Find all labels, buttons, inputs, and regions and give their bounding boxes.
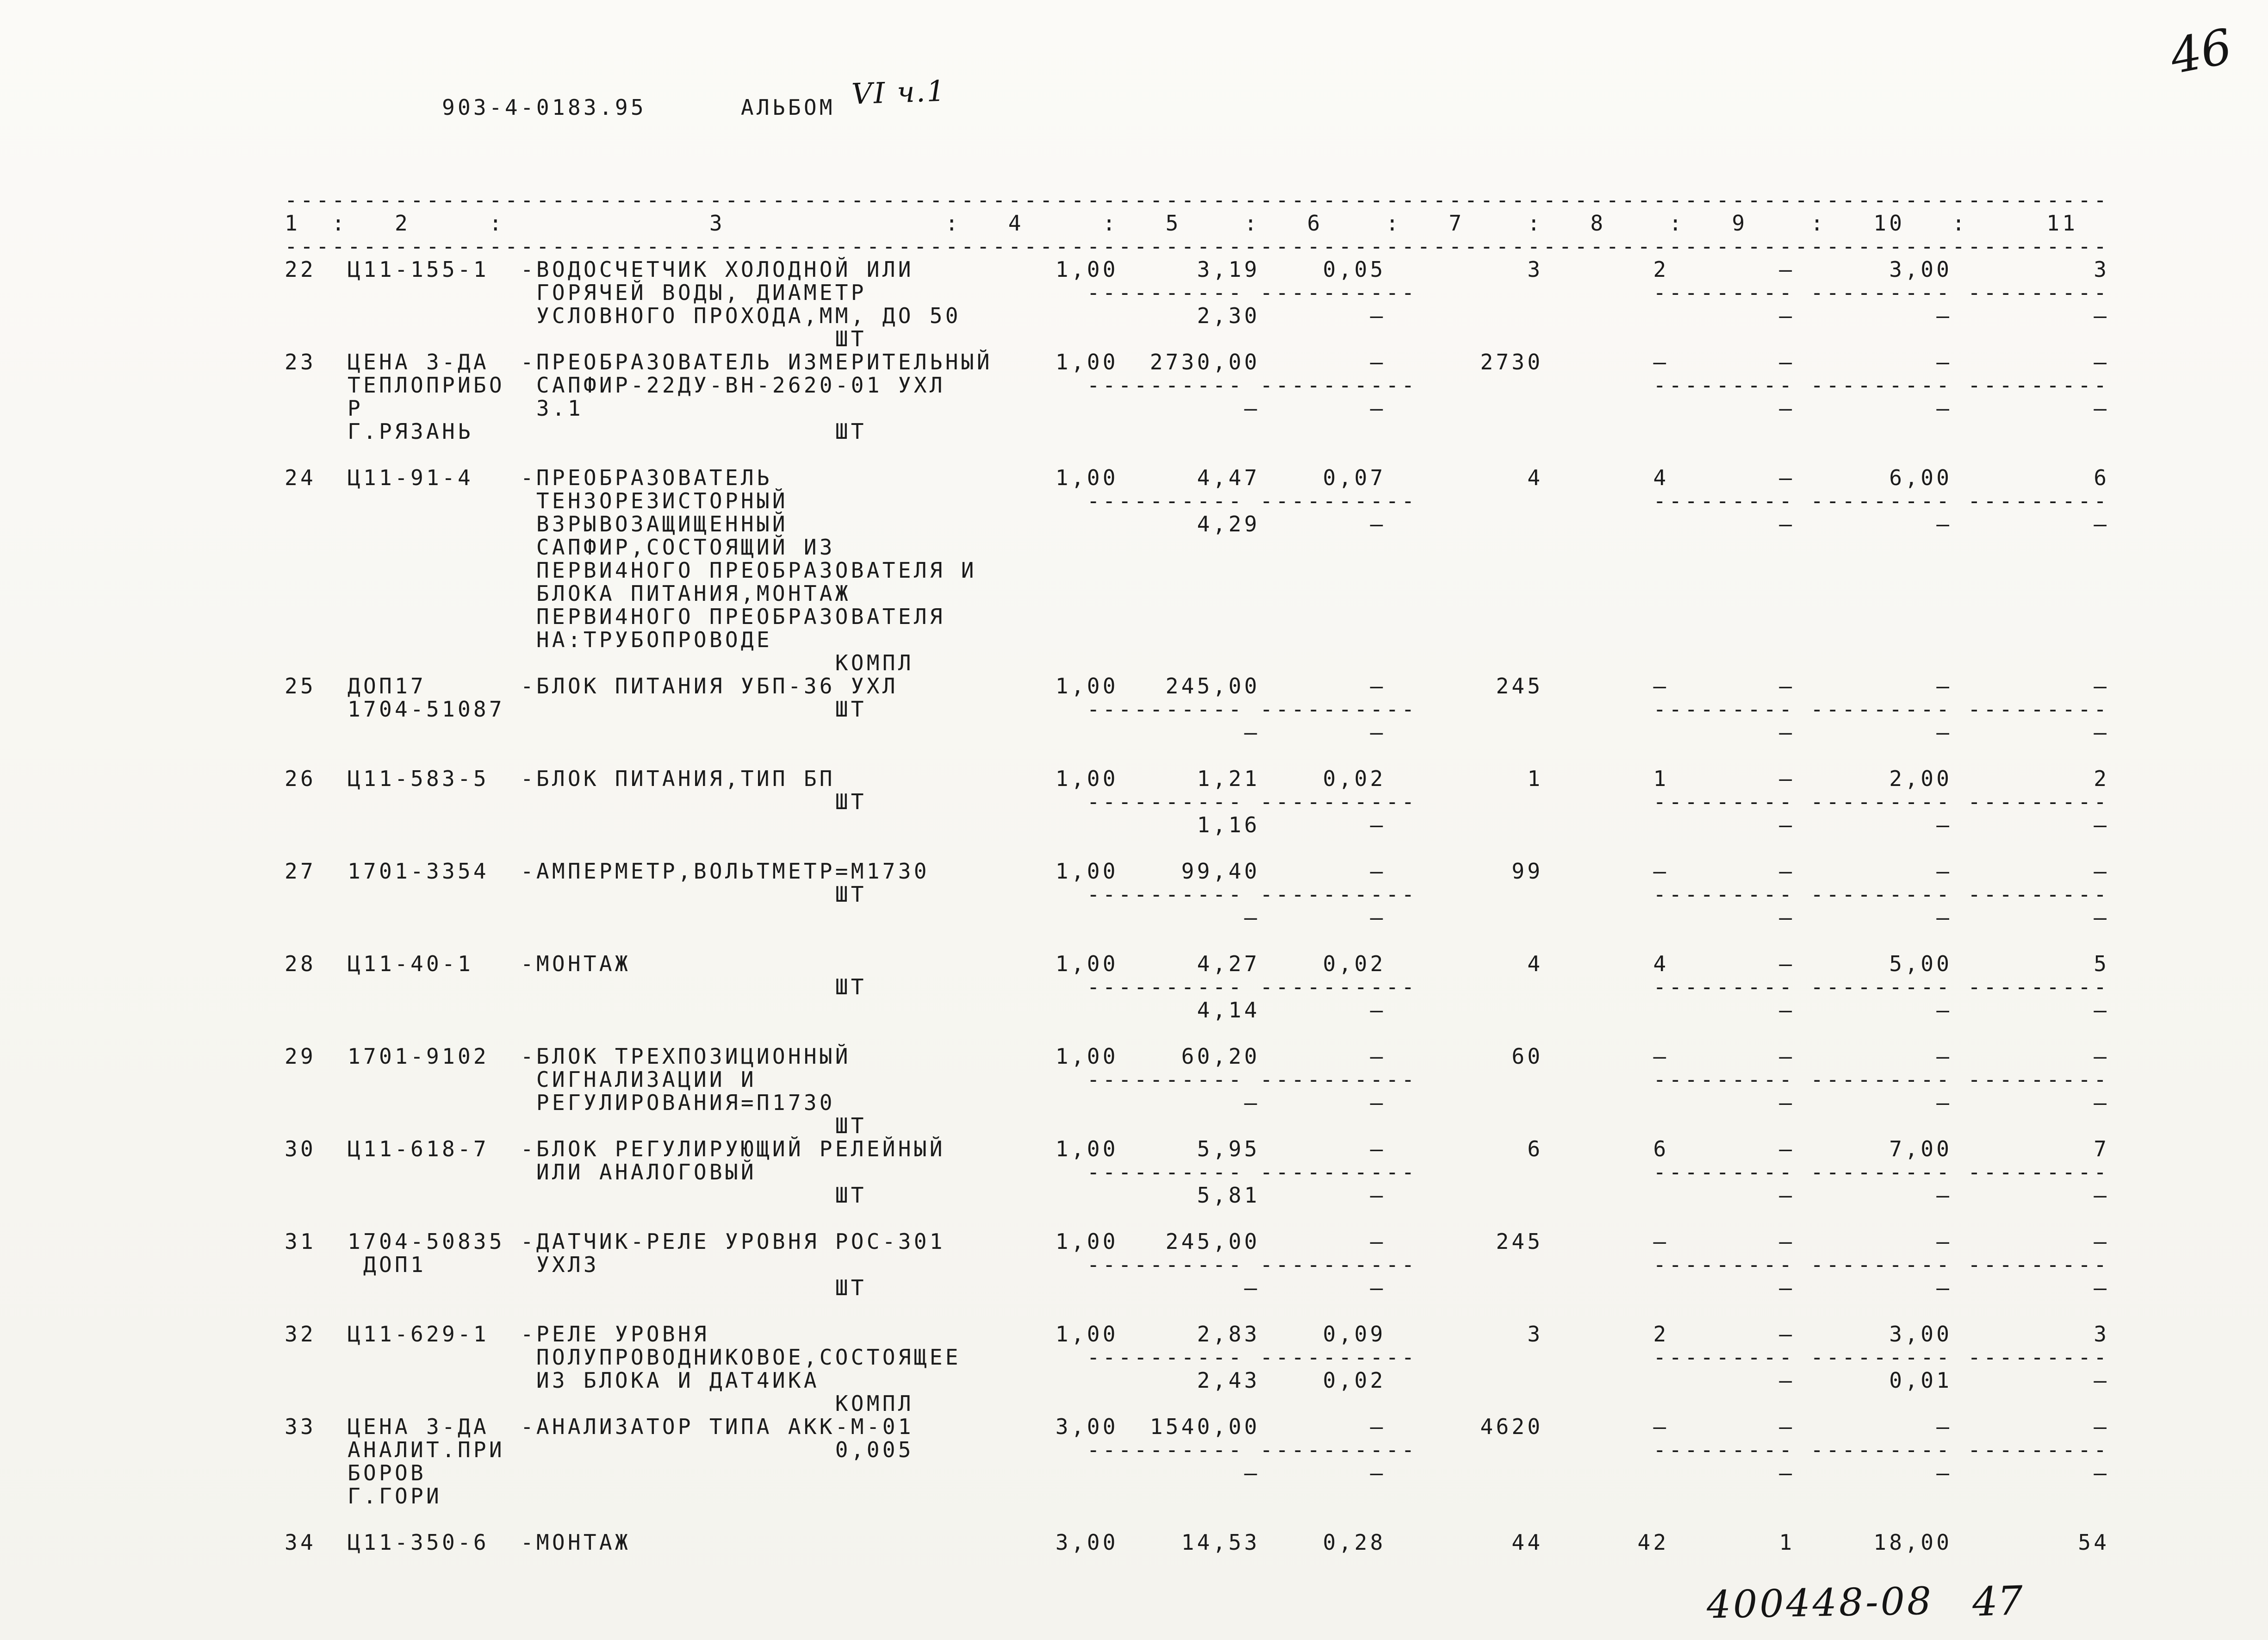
text-line: 31 1704-50835 -ДАТЧИК-РЕЛЕ УРОВНЯ РОС-30… — [285, 1229, 2110, 1254]
text-line: Г.РЯЗАНЬ ШТ — [285, 419, 2110, 444]
text-line: СИГНАЛИЗАЦИИ И ---------- ---------- ---… — [285, 1067, 2110, 1092]
text-line: ШТ ---------- ---------- --------- -----… — [285, 789, 2110, 814]
text-line: 1704-51087 ШТ ---------- ---------- ----… — [285, 697, 2110, 722]
text-line: 1 : 2 : 3 : 4 : 5 : 6 : 7 : 8 : 9 : 10 :… — [285, 211, 2110, 236]
text-line: КОМПЛ — [285, 1391, 2110, 1416]
handwritten-page-number: 46 — [2165, 18, 2237, 85]
text-line: ----------------------------------------… — [285, 234, 2110, 259]
text-line: – – – – – — [285, 720, 2110, 745]
text-line: 26 Ц11-583-5 -БЛОК ПИТАНИЯ,ТИП БП 1,00 1… — [285, 766, 2110, 791]
text-line: 903-4-0183.95 АЛЬБОМ — [285, 95, 2110, 120]
handwritten-footer-page: 47 — [1971, 1578, 2024, 1626]
text-line: Г.ГОРИ — [285, 1484, 2110, 1509]
text-line — [285, 165, 2109, 188]
text-line: 33 ЦЕНА З-ДА -АНАЛИЗАТОР ТИПА АКК-М-01 3… — [285, 1414, 2110, 1439]
text-line — [285, 119, 2109, 142]
text-line — [285, 744, 2109, 767]
text-line: ПЕРВИ4НОГО ПРЕОБРАЗОВАТЕЛЯ — [285, 604, 2110, 629]
text-line: БЛОКА ПИТАНИЯ,МОНТАЖ — [285, 581, 2110, 606]
text-line: ШТ 5,81 – – – – — [285, 1183, 2110, 1208]
text-line: ПЕРВИ4НОГО ПРЕОБРАЗОВАТЕЛЯ И — [285, 558, 2110, 583]
text-line: АНАЛИТ.ПРИ 0,005 ---------- ---------- -… — [285, 1437, 2110, 1462]
text-line: ВЗРЫВОЗАЩИЩЕННЫЙ 4,29 – – – – — [285, 511, 2110, 536]
text-line: 32 Ц11-629-1 -РЕЛЕ УРОВНЯ 1,00 2,83 0,09… — [285, 1322, 2110, 1347]
text-line: 4,14 – – – – — [285, 998, 2110, 1023]
text-line: ПОЛУПРОВОДНИКОВОЕ,СОСТОЯЩЕЕ ---------- -… — [285, 1345, 2110, 1370]
text-line: ШТ – – – – – — [285, 1275, 2110, 1300]
text-line — [285, 1508, 2109, 1531]
text-line: КОМПЛ — [285, 650, 2110, 675]
text-line: 1,16 – – – – — [285, 812, 2110, 837]
text-line: ИЗ БЛОКА И ДАТ4ИКА 2,43 0,02 – 0,01 – — [285, 1368, 2110, 1393]
text-line: ДОП1 УХЛ3 ---------- ---------- --------… — [285, 1252, 2110, 1277]
typed-page-text: 903-4-0183.95 АЛЬБОМ -------------------… — [285, 96, 2109, 1554]
text-line — [285, 929, 2109, 952]
handwritten-album-volume: VI ч.1 — [851, 74, 947, 111]
text-line: ШТ ---------- ---------- --------- -----… — [285, 974, 2110, 999]
text-line — [285, 836, 2109, 860]
handwritten-footer-stamp: 400448-08 — [1706, 1579, 1934, 1628]
text-line: 27 1701-3354 -АМПЕРМЕТР,ВОЛЬТМЕТР=М1730 … — [285, 859, 2110, 884]
text-line — [285, 1022, 2109, 1045]
text-line: ----------------------------------------… — [285, 187, 2110, 212]
text-line: ТЕПЛОПРИБО САПФИР-22ДУ-ВН-2620-01 УХЛ --… — [285, 373, 2110, 398]
text-line: 28 Ц11-40-1 -МОНТАЖ 1,00 4,27 0,02 4 4 –… — [285, 951, 2110, 976]
text-line: РЕГУЛИРОВАНИЯ=П1730 – – – – – — [285, 1090, 2110, 1115]
text-line: БОРОВ – – – – – — [285, 1460, 2110, 1485]
text-line: ШТ ---------- ---------- --------- -----… — [285, 882, 2110, 907]
text-line — [285, 1207, 2109, 1230]
text-line: НА:ТРУБОПРОВОДЕ — [285, 627, 2110, 652]
text-line: 24 Ц11-91-4 -ПРЕОБРАЗОВАТЕЛЬ 1,00 4,47 0… — [285, 465, 2110, 490]
text-line — [285, 443, 2109, 466]
text-line — [285, 1299, 2109, 1322]
text-line: 23 ЦЕНА З-ДА -ПРЕОБРАЗОВАТЕЛЬ ИЗМЕРИТЕЛЬ… — [285, 349, 2110, 374]
text-line: 29 1701-9102 -БЛОК ТРЕХПОЗИЦИОННЫЙ 1,00 … — [285, 1044, 2110, 1069]
text-line: Р 3.1 – – – – – — [285, 396, 2110, 421]
text-line: ИЛИ АНАЛОГОВЫЙ ---------- ---------- ---… — [285, 1160, 2110, 1185]
text-line: – – – – – — [285, 905, 2110, 930]
text-line: ШТ — [285, 326, 2110, 351]
text-line: 34 Ц11-350-6 -МОНТАЖ 3,00 14,53 0,28 44 … — [285, 1530, 2110, 1555]
text-line: ТЕНЗОРЕЗИСТОРНЫЙ ---------- ---------- -… — [285, 488, 2110, 513]
text-line — [285, 142, 2109, 165]
text-line: 30 Ц11-618-7 -БЛОК РЕГУЛИРУЮЩИЙ РЕЛЕЙНЫЙ… — [285, 1136, 2110, 1161]
text-line: 22 Ц11-155-1 -ВОДОСЧЕТЧИК ХОЛОДНОЙ ИЛИ 1… — [285, 257, 2110, 282]
text-line: 25 ДОП17 -БЛОК ПИТАНИЯ УБП-36 УХЛ 1,00 2… — [285, 673, 2110, 698]
text-line: ГОРЯЧЕЙ ВОДЫ, ДИАМЕТР ---------- -------… — [285, 280, 2110, 305]
text-line: САПФИР,СОСТОЯЩИЙ ИЗ — [285, 535, 2110, 560]
text-line: ШТ — [285, 1113, 2110, 1138]
text-line: УСЛОВНОГО ПРОХОДА,ММ, ДО 50 2,30 – – – – — [285, 303, 2110, 328]
